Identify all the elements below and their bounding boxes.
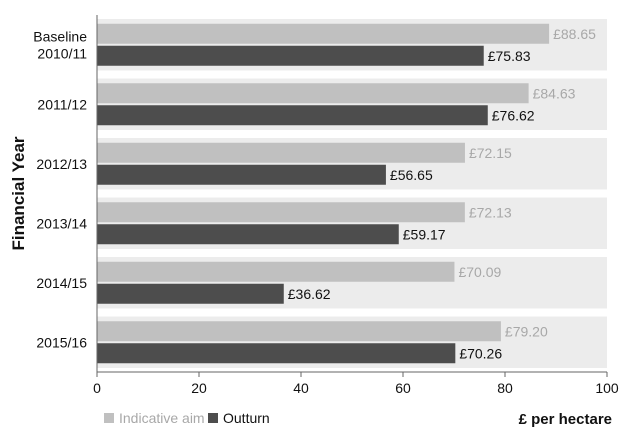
- x-tick-label: 20: [191, 380, 207, 396]
- category-label: 2011/12: [37, 96, 87, 112]
- bar-indicative-aim: [97, 83, 529, 104]
- value-label-indicative-aim: £70.09: [458, 264, 501, 280]
- value-label-outturn: £76.62: [492, 107, 535, 123]
- category-label: 2015/16: [36, 334, 87, 350]
- bar-indicative-aim: [97, 23, 550, 44]
- x-tick-label: 40: [293, 380, 309, 396]
- x-tick-label: 0: [93, 380, 101, 396]
- bar-indicative-aim: [97, 321, 501, 342]
- value-label-indicative-aim: £72.13: [469, 204, 512, 220]
- bar-outturn: [97, 164, 386, 185]
- value-label-outturn: £75.83: [488, 48, 531, 64]
- bar-indicative-aim: [97, 261, 455, 282]
- x-tick-label: 100: [595, 380, 619, 396]
- category-label: Baseline: [33, 28, 87, 44]
- legend-swatch-indicative-aim: [104, 413, 114, 423]
- value-label-outturn: £56.65: [390, 167, 433, 183]
- value-label-indicative-aim: £88.65: [553, 26, 596, 42]
- bar-outturn: [97, 105, 488, 126]
- x-tick-label: 60: [395, 380, 411, 396]
- value-label-outturn: £70.26: [459, 345, 502, 361]
- category-label: 2014/15: [36, 275, 87, 291]
- category-label: 2012/13: [36, 156, 87, 172]
- bar-outturn: [97, 283, 284, 304]
- bar-outturn: [97, 224, 399, 245]
- category-label: 2010/11: [37, 45, 87, 61]
- bar-indicative-aim: [97, 202, 465, 223]
- x-axis-label: £ per hectare: [519, 411, 612, 428]
- bar-indicative-aim: [97, 142, 465, 163]
- category-label: 2013/14: [36, 215, 87, 231]
- legend-label-outturn: Outturn: [223, 410, 270, 426]
- bar-outturn: [97, 343, 456, 364]
- legend-label-indicative-aim: Indicative aim: [119, 410, 205, 426]
- value-label-indicative-aim: £72.15: [469, 145, 512, 161]
- y-axis-label: Financial Year: [9, 136, 28, 250]
- value-label-outturn: £36.62: [288, 286, 331, 302]
- value-label-indicative-aim: £79.20: [505, 323, 548, 339]
- x-tick-label: 80: [497, 380, 513, 396]
- legend-swatch-outturn: [208, 413, 218, 423]
- value-label-indicative-aim: £84.63: [533, 85, 576, 101]
- value-label-outturn: £59.17: [403, 226, 446, 242]
- bar-outturn: [97, 45, 484, 66]
